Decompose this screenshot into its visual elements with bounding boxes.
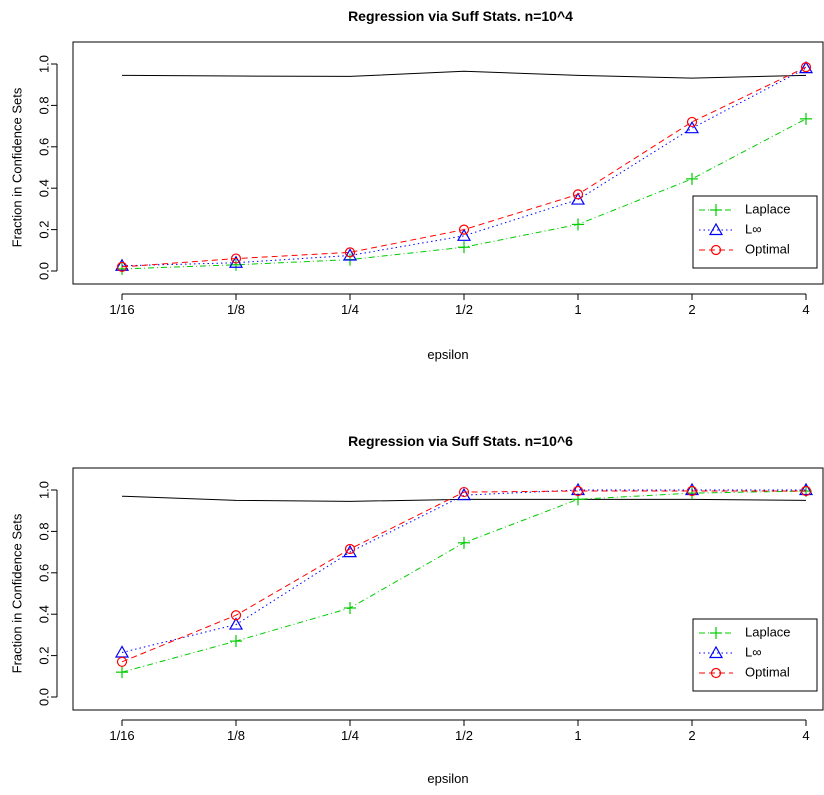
- legend-marker-triangle: [708, 222, 724, 236]
- y-tick-label: 0.8: [36, 96, 51, 114]
- data-point-circle: [230, 253, 242, 264]
- data-point-plus: [458, 536, 470, 549]
- plot-frame: [72, 467, 824, 711]
- data-point-circle: [686, 116, 698, 128]
- chart-panel-1: Regression via Suff Stats. n=10^4 0.0 0.2 0…: [9, 8, 824, 362]
- data-point-plus: [458, 241, 470, 254]
- legend-label: Optimal: [745, 664, 790, 679]
- legend-label: L∞: [745, 221, 762, 236]
- data-point-triangle: [798, 60, 814, 74]
- x-tick-label: 1: [574, 728, 581, 743]
- data-point-triangle: [684, 482, 700, 496]
- data-point-triangle: [342, 248, 358, 261]
- legend-label: Optimal: [745, 241, 790, 256]
- legend-marker-triangle: [708, 645, 724, 659]
- data-point-triangle: [456, 487, 472, 501]
- legend: Laplace L∞ Optimal: [692, 195, 818, 269]
- y-tick-label: 0.0: [36, 262, 51, 280]
- y-tick-label: 0.8: [36, 522, 51, 540]
- y-tick-label: 0.2: [36, 221, 51, 239]
- x-tick-label: 1/2: [455, 728, 473, 743]
- series-line-Optimal: [121, 490, 806, 663]
- data-point-circle: [344, 247, 356, 258]
- data-point-triangle: [114, 258, 130, 271]
- data-point-plus: [800, 112, 812, 125]
- data-point-triangle: [570, 482, 586, 496]
- y-tick-label: 1.0: [36, 55, 51, 73]
- legend-box: [692, 618, 818, 692]
- series-line-Optimal: [121, 66, 807, 268]
- data-point-plus: [230, 635, 242, 648]
- reference-line: [121, 70, 807, 79]
- x-tick-label: 1/8: [227, 302, 245, 317]
- data-point-triangle: [570, 192, 586, 205]
- data-point-plus: [572, 218, 584, 231]
- y-tick-label: 0.6: [36, 138, 51, 156]
- data-point-plus: [116, 666, 128, 679]
- series-line-L∞: [121, 489, 806, 653]
- legend-label: Laplace: [745, 201, 791, 216]
- x-tick-label: 1/4: [341, 728, 359, 743]
- data-point-circle: [686, 485, 698, 497]
- data-point-circle: [344, 543, 356, 555]
- data-point-plus: [686, 172, 698, 185]
- legend-box: [692, 195, 818, 269]
- x-tick-label: 1/2: [455, 302, 473, 317]
- data-point-circle: [116, 656, 128, 667]
- data-point-circle: [800, 62, 812, 73]
- legend-marker-circle: [710, 667, 722, 679]
- x-tick-label: 2: [688, 728, 695, 743]
- legend: Laplace L∞ Optimal: [692, 618, 818, 692]
- legend-label: L∞: [745, 644, 762, 659]
- data-point-circle: [572, 485, 584, 497]
- data-point-triangle: [456, 228, 472, 241]
- x-axis-label: epsilon: [427, 771, 468, 786]
- y-tick-label: 0.0: [36, 688, 51, 706]
- data-point-circle: [800, 485, 812, 497]
- data-point-triangle: [798, 482, 814, 496]
- y-tick-label: 0.4: [36, 605, 51, 623]
- x-tick-label: 2: [688, 302, 695, 317]
- legend-marker-plus: [710, 204, 722, 216]
- y-tick-label: 0.4: [36, 179, 51, 197]
- data-point-triangle: [342, 544, 358, 558]
- y-tick-label: 1.0: [36, 481, 51, 499]
- chart-title: Regression via Suff Stats. n=10^6: [348, 433, 573, 449]
- data-point-circle: [572, 189, 584, 200]
- data-point-triangle: [684, 120, 700, 134]
- x-tick-label: 4: [802, 302, 809, 317]
- plot-frame: [72, 41, 824, 285]
- x-axis-label: epsilon: [427, 347, 468, 362]
- legend-marker-plus: [710, 627, 722, 639]
- y-tick-label: 0.6: [36, 564, 51, 582]
- x-tick-label: 1/8: [227, 728, 245, 743]
- y-axis-label: Fraction in Confidence Sets: [9, 513, 24, 673]
- data-point-triangle: [228, 617, 244, 630]
- legend-label: Laplace: [745, 624, 791, 639]
- x-tick-label: 4: [802, 728, 809, 743]
- chart-panel-2: Regression via Suff Stats. n=10^6 0.0 0.2 0…: [9, 433, 824, 786]
- data-point-triangle: [114, 645, 130, 658]
- data-point-circle: [116, 261, 128, 272]
- y-axis-label: Fraction in Confidence Sets: [9, 87, 24, 247]
- data-point-circle: [230, 610, 242, 621]
- data-point-circle: [458, 224, 470, 235]
- chart-title: Regression via Suff Stats. n=10^4: [348, 8, 573, 24]
- data-point-plus: [344, 601, 356, 614]
- x-tick-label: 1/16: [109, 302, 134, 317]
- x-tick-label: 1: [574, 302, 581, 317]
- x-tick-label: 1/4: [341, 302, 359, 317]
- legend-marker-circle: [710, 244, 722, 256]
- x-tick-label: 1/16: [109, 728, 134, 743]
- y-tick-label: 0.2: [36, 647, 51, 665]
- data-point-circle: [458, 486, 470, 498]
